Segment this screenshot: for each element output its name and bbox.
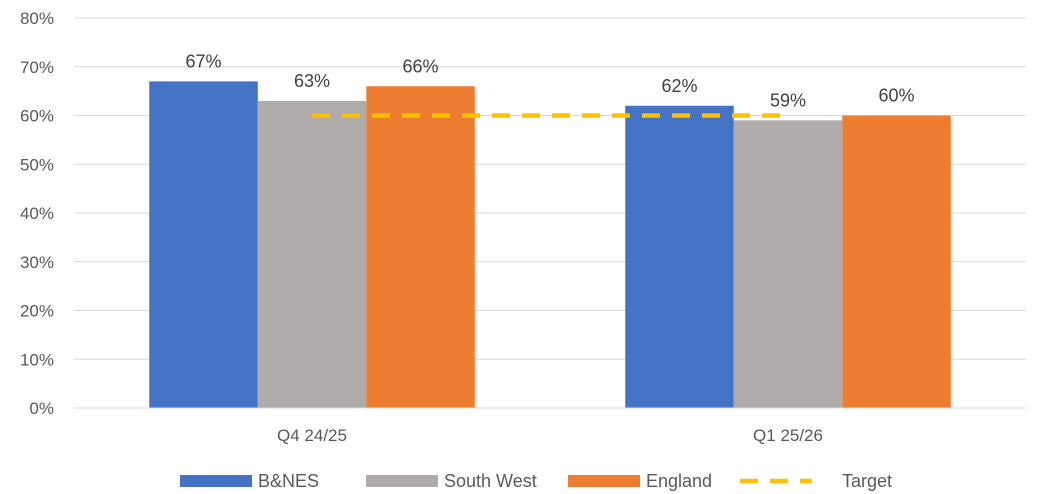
data-label: 59% [770,90,806,110]
bar-south-west [257,100,367,408]
bar-south-west [733,120,843,408]
legend-swatch [568,475,640,487]
data-label: 60% [878,86,914,106]
y-tick-label: 70% [20,58,54,77]
legend: B&NES South West England Target [180,471,892,491]
legend-label: South West [444,471,537,491]
y-tick-label: 10% [20,350,54,369]
y-axis: 0% 10% 20% 30% 40% 50% 60% 70% 80% [20,9,54,418]
y-tick-label: 20% [20,302,54,321]
legend-swatch [366,475,438,487]
x-tick-label: Q4 24/25 [277,426,347,445]
y-tick-label: 0% [29,399,54,418]
bar-b-nes [149,81,258,408]
bar-england [842,115,951,408]
bar-england [366,86,475,408]
data-label: 62% [661,76,697,96]
legend-label: England [646,471,712,491]
y-tick-label: 60% [20,107,54,126]
y-tick-label: 50% [20,155,54,174]
y-tick-label: 30% [20,253,54,272]
x-tick-label: Q1 25/26 [753,426,823,445]
data-labels: 67% 63% 66% 62% 59% 60% [185,51,914,110]
y-tick-label: 80% [20,9,54,28]
bars [149,81,951,408]
data-label: 66% [402,56,438,76]
legend-label: Target [842,471,892,491]
data-label: 63% [294,71,330,91]
y-tick-label: 40% [20,204,54,223]
x-axis: Q4 24/25 Q1 25/26 [74,407,1026,445]
data-label: 67% [185,51,221,71]
bar-b-nes [625,105,734,408]
legend-label: B&NES [258,471,319,491]
legend-swatch [180,475,252,487]
